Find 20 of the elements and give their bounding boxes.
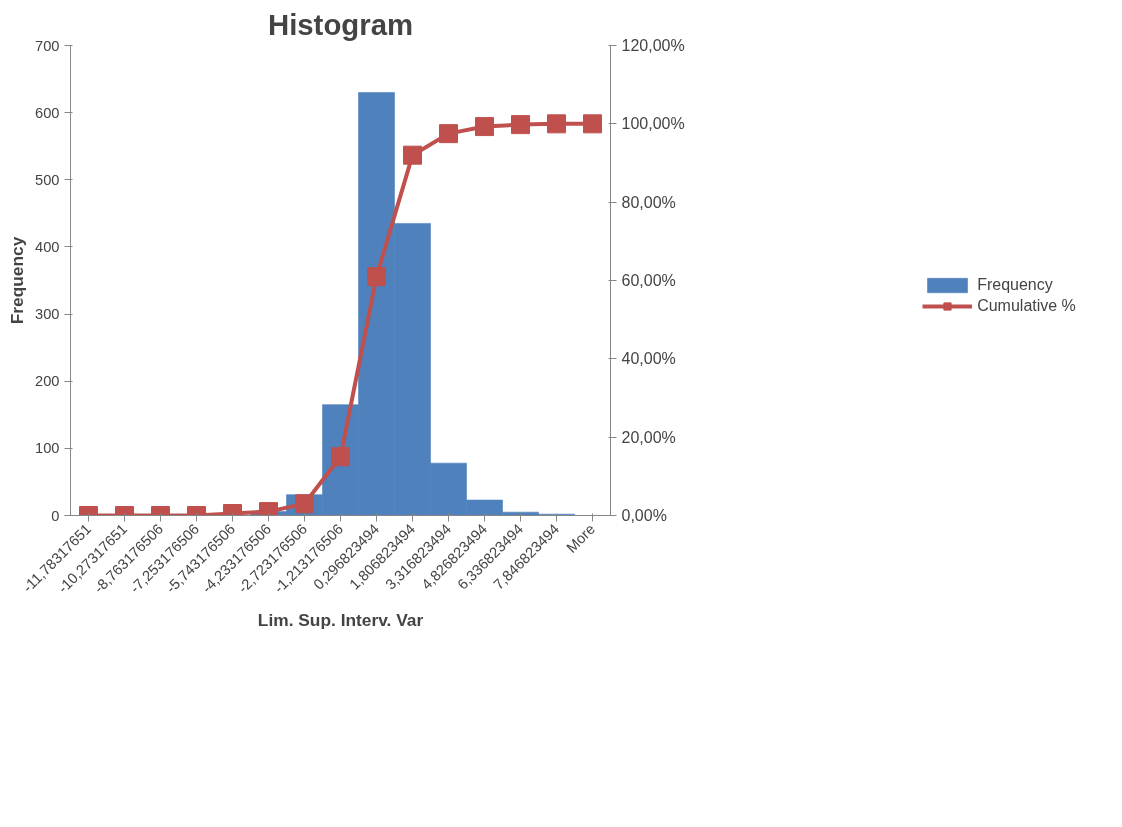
y2-tick-label: 20,00%: [621, 428, 676, 446]
y-tick-label: 200: [35, 373, 60, 390]
y2-tick-label: 40,00%: [621, 350, 676, 368]
y2-tick-label: 80,00%: [621, 193, 676, 211]
y2-tick-label: 120,00%: [621, 37, 685, 54]
x-axis-title: Lim. Sup. Interv. Var: [257, 609, 424, 630]
y-tick-label: 0: [51, 507, 60, 524]
y2-tick-label: 60,00%: [621, 272, 676, 289]
y-tick-label: 500: [35, 171, 60, 188]
y2-tick-label: 100,00%: [621, 115, 685, 133]
y-tick-label: 600: [35, 104, 60, 121]
y2-tick-label: 0,00%: [621, 507, 667, 524]
y-tick-label: 100: [35, 440, 60, 457]
y-axis-title: Frequency: [7, 236, 28, 325]
y-tick-label: 700: [35, 37, 60, 54]
chart-title: Histogram: [267, 7, 414, 41]
y-tick-label: 300: [35, 306, 60, 323]
legend-label: Cumulative %: [977, 297, 1076, 315]
legend-label: Frequency: [977, 276, 1053, 294]
y-tick-label: 400: [35, 238, 60, 255]
